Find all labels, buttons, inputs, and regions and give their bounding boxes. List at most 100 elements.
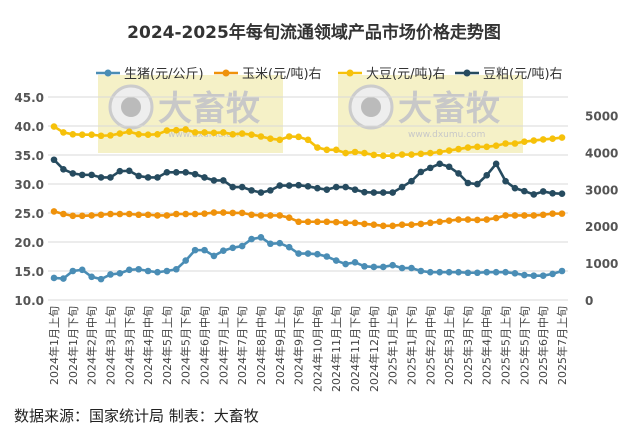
data-point (97, 174, 105, 181)
data-point (370, 189, 378, 196)
data-point (50, 274, 58, 282)
data-point (116, 270, 124, 277)
data-point (426, 164, 434, 172)
data-point (97, 211, 105, 219)
watermark-pupil (121, 97, 141, 117)
data-point (295, 250, 302, 257)
data-point (220, 247, 227, 254)
data-point (210, 129, 218, 137)
y-right-tick-label: 1000 (585, 257, 618, 271)
x-tick-label: 2024年8月中旬 (254, 306, 268, 385)
data-point (50, 208, 58, 215)
chart-title: 2024-2025年每旬流通领域产品市场价格走势图 (127, 22, 501, 43)
legend-item: 生猪(元/公斤) (96, 67, 204, 82)
y-left-tick-label: 15.0 (14, 265, 44, 279)
data-point (521, 212, 528, 219)
data-point (464, 216, 472, 223)
data-point (445, 163, 453, 171)
y-left-tick-label: 30.0 (14, 178, 44, 192)
legend-marker (463, 69, 471, 77)
x-tick-label: 2025年1月上旬 (386, 306, 400, 385)
data-point (267, 212, 274, 219)
data-point (144, 211, 152, 219)
data-point (398, 221, 406, 229)
data-point (267, 187, 274, 194)
data-point (483, 216, 491, 223)
data-point (426, 268, 434, 276)
data-point (492, 214, 500, 222)
data-point (154, 130, 161, 138)
data-point (78, 212, 86, 220)
data-point (295, 133, 302, 141)
data-point (417, 150, 425, 158)
data-point (60, 129, 67, 136)
data-point (210, 177, 218, 184)
x-tick-label: 2024年11月上旬 (329, 306, 343, 392)
data-point (88, 212, 95, 219)
data-point (163, 212, 171, 219)
data-point (342, 149, 349, 157)
data-point (539, 136, 547, 143)
legend-marker (346, 69, 354, 77)
data-point (464, 144, 472, 151)
data-point (285, 182, 293, 189)
data-point (107, 132, 114, 139)
data-point (314, 144, 321, 151)
data-point (530, 272, 538, 279)
x-tick-label: 2025年7月上旬 (555, 306, 569, 385)
data-point (154, 212, 161, 219)
x-tick-label: 2024年4月中旬 (141, 306, 155, 385)
data-point (97, 275, 105, 283)
data-point (116, 210, 124, 218)
data-point (135, 130, 142, 138)
data-point (248, 235, 255, 243)
data-point (483, 268, 491, 276)
data-point (116, 167, 124, 175)
y-right-tick-label: 0 (585, 294, 593, 308)
data-point (530, 212, 538, 219)
series-生猪(元/公斤) (50, 234, 566, 283)
y-left-tick-label: 25.0 (14, 207, 44, 221)
y-left-tick-label: 20.0 (14, 236, 44, 250)
x-tick-label: 2024年2月中旬 (85, 306, 99, 385)
data-point (332, 183, 340, 191)
data-point (238, 242, 246, 250)
data-point (558, 210, 566, 217)
data-point (436, 218, 444, 226)
data-point (248, 187, 255, 194)
legend-item: 豆粕(元/吨)右 (455, 67, 563, 82)
data-point (163, 267, 171, 275)
data-point (408, 264, 415, 272)
data-point (276, 239, 284, 247)
data-point (229, 244, 237, 252)
data-point (351, 219, 359, 227)
data-point (539, 272, 547, 279)
data-point (398, 151, 406, 158)
x-tick-label: 2024年9月下旬 (292, 306, 306, 385)
data-point (474, 180, 481, 188)
data-point (379, 263, 387, 271)
data-point (191, 246, 199, 254)
data-point (210, 209, 218, 216)
data-point (455, 268, 462, 276)
source-note: 数据来源：国家统计局 制表：大畜牧 (14, 407, 259, 425)
data-point (201, 129, 208, 136)
data-point (436, 268, 444, 276)
data-point (323, 253, 331, 260)
data-point (50, 156, 58, 164)
x-tick-label: 2025年5月下旬 (517, 306, 531, 385)
data-point (135, 211, 142, 219)
x-tick-label: 2025年3月上旬 (442, 306, 456, 385)
data-point (502, 140, 509, 147)
data-point (107, 271, 114, 278)
x-tick-label: 2024年1月上旬 (47, 306, 61, 385)
data-point (182, 210, 190, 218)
data-point (267, 135, 274, 143)
data-point (408, 151, 415, 158)
data-point (135, 172, 142, 180)
data-point (445, 217, 453, 224)
data-point (78, 171, 86, 179)
